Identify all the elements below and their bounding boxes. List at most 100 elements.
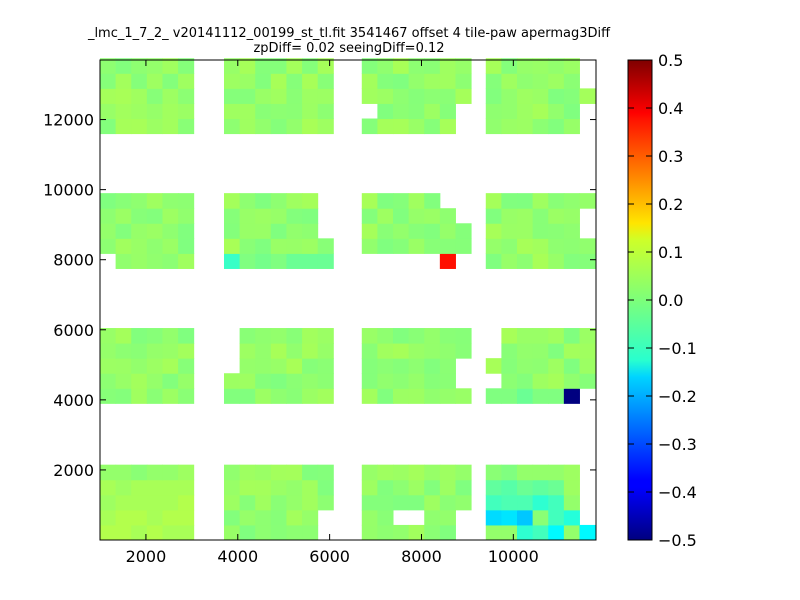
heatmap-cell [131,73,148,89]
heatmap-cell [255,73,272,89]
heatmap-cell [548,358,565,374]
heatmap-cell [146,464,163,481]
heatmap-cell [517,193,534,209]
heatmap-cell [115,373,132,389]
heatmap-cell [408,494,425,511]
heatmap-cell [548,388,565,404]
heatmap-cell [162,524,179,541]
heatmap-cell [255,193,272,209]
heatmap-cell [548,494,565,511]
heatmap-cell [270,58,287,74]
heatmap-cell [408,58,425,74]
colorbar-tick-label: −0.3 [658,435,697,454]
heatmap-cell [501,193,518,209]
heatmap-cell [178,253,195,269]
heatmap-cell [408,328,425,344]
heatmap-cell [270,524,287,541]
heatmap-cell [532,358,549,374]
heatmap-cell [317,494,334,511]
heatmap-cell [501,223,518,239]
heatmap-cell [302,58,319,74]
heatmap-cell [579,524,596,541]
x-tick-label: 8000 [401,547,442,566]
heatmap-cell [579,238,596,254]
heatmap-cell [317,238,334,254]
heatmap-cell [239,103,256,120]
heatmap-cell [131,524,148,541]
y-axis: 2000 4000 6000 8000 10000 12000 [43,111,596,480]
heatmap-cell [563,479,580,496]
heatmap-cell [548,88,565,104]
heatmap-cell [424,388,441,404]
heatmap-cell [439,464,456,481]
heatmap-cell [270,388,287,404]
heatmap-cell [286,328,303,344]
heatmap-cell [131,103,148,120]
heatmap-cell [100,343,117,359]
heatmap-cell [455,464,472,481]
heatmap-cell [115,494,132,511]
heatmap-cell [178,58,195,74]
heatmap-cell [501,253,518,269]
heatmap-cell [548,238,565,254]
heatmap-cell [377,223,394,239]
heatmap-cell [115,253,132,269]
heatmap-cell [286,253,303,269]
heatmap-cell [393,358,410,374]
heatmap-cell [361,223,378,239]
heatmap-cell [517,464,534,481]
heatmap-cell [224,388,241,404]
heatmap-cell [270,464,287,481]
colorbar-tick-label: −0.4 [658,483,697,502]
heatmap-cell [532,253,549,269]
heatmap-cell [548,524,565,541]
heatmap-cell [146,494,163,511]
heatmap-cell [517,253,534,269]
heatmap-cell [377,208,394,224]
heatmap-cell [563,494,580,511]
heatmap-cell [131,343,148,359]
heatmap-cell [361,509,378,526]
heatmap-cell [178,343,195,359]
heatmap-cell [302,388,319,404]
heatmap-cell [439,358,456,374]
heatmap-cell [377,238,394,254]
heatmap-cell [178,208,195,224]
heatmap-cell [162,58,179,74]
heatmap-cell [131,494,148,511]
heatmap-cell [485,238,502,254]
heatmap-cell [408,358,425,374]
heatmap-cell [563,464,580,481]
heatmap-cell [255,524,272,541]
heatmap-cell [239,509,256,526]
heatmap-cell [178,509,195,526]
heatmap-cell [224,223,241,239]
colorbar-tick-label: 0.0 [658,291,683,310]
heatmap-cell [532,524,549,541]
heatmap-cell [361,494,378,511]
heatmap-cell [424,509,441,526]
heatmap-cell [224,494,241,511]
heatmap-cell [146,73,163,89]
heatmap-cell [439,253,456,269]
heatmap-cell [146,373,163,389]
heatmap-cell [224,509,241,526]
heatmap-cell [255,253,272,269]
heatmap-cell [377,103,394,120]
heatmap-cell [532,118,549,135]
heatmap-cell [286,373,303,389]
heatmap-cell [255,238,272,254]
heatmap-cell [393,88,410,104]
heatmap-cell [302,193,319,209]
heatmap-cell [455,58,472,74]
heatmap-cell [361,464,378,481]
heatmap-cell [439,103,456,120]
heatmap-cell [408,524,425,541]
heatmap-cell [439,479,456,496]
heatmap-cell [532,373,549,389]
heatmap-cell [115,193,132,209]
heatmap-cell [501,88,518,104]
heatmap-cell [563,253,580,269]
heatmap-cell [302,118,319,135]
heatmap-cell [131,208,148,224]
